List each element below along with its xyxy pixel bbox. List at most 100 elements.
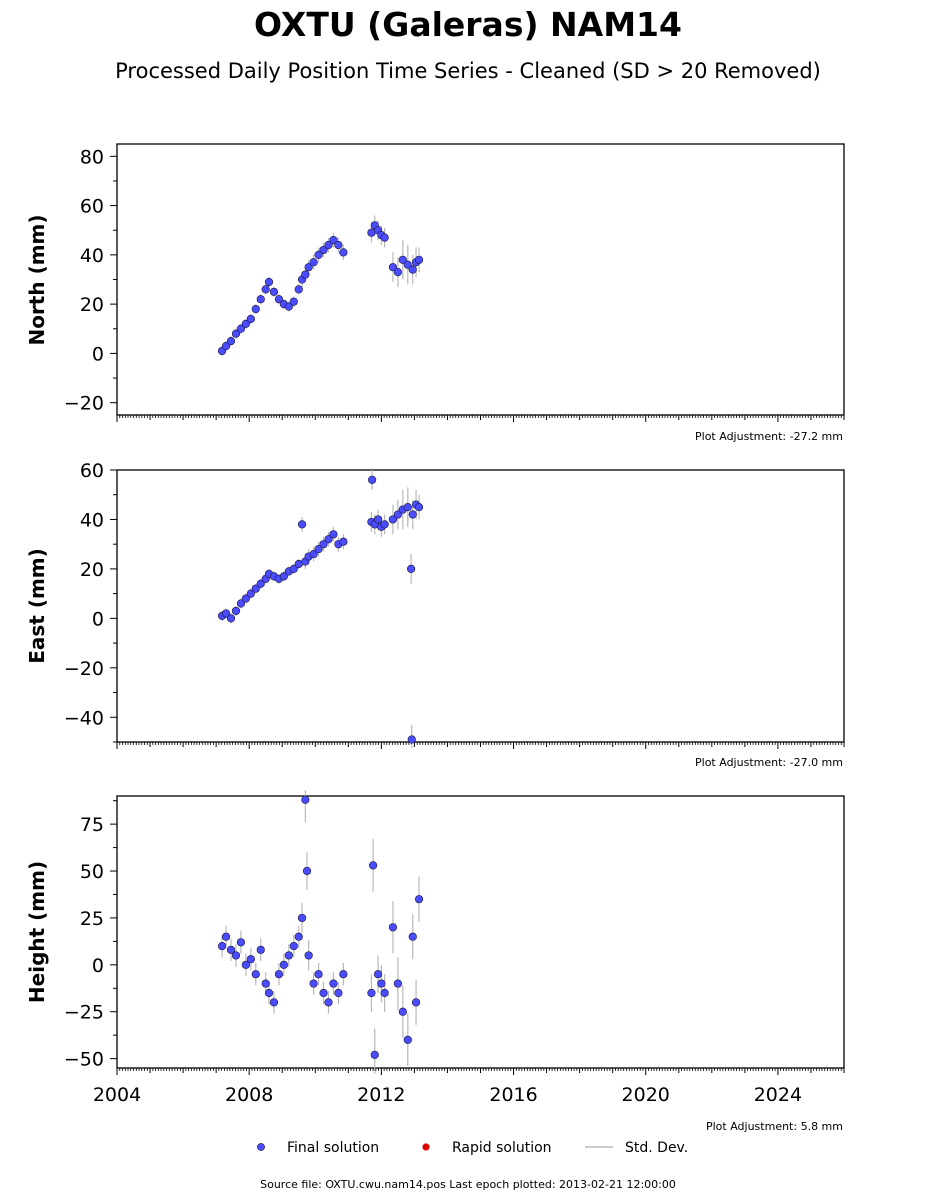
- north-data-point: [319, 245, 328, 255]
- height-data-point: [314, 970, 323, 979]
- height-data-point: [261, 979, 270, 988]
- height-data-point: [294, 932, 303, 941]
- height-data-point: [236, 938, 246, 947]
- height-data-point: [367, 988, 376, 998]
- north-data-point: [294, 285, 303, 294]
- east-ytick-label: −40: [64, 707, 104, 729]
- north-data-point: [221, 341, 231, 351]
- north-data-point: [289, 297, 298, 306]
- north-data-point: [339, 248, 348, 257]
- east-ylabel: East (mm): [25, 548, 49, 664]
- east-data-point: [329, 530, 338, 539]
- height-data-point: [289, 941, 298, 951]
- legend-final-label: Final solution: [287, 1140, 379, 1156]
- east-data-layer: [217, 470, 424, 748]
- east-data-point: [256, 579, 265, 588]
- north-data-point: [264, 277, 274, 287]
- north-ytick-label: 40: [80, 245, 104, 267]
- height-data-point: [393, 979, 402, 988]
- north-data-point: [269, 287, 279, 296]
- north-data-point: [393, 268, 402, 277]
- height-data-layer: [217, 790, 424, 1074]
- north-ytick-label: 60: [80, 196, 104, 218]
- east-data-point: [408, 510, 417, 519]
- east-data-point: [241, 594, 250, 603]
- height-ytick-label: −25: [64, 1002, 104, 1024]
- east-data-point: [414, 502, 424, 512]
- north-ytick-label: 20: [80, 294, 104, 316]
- east-data-point: [407, 735, 416, 744]
- east-data-point: [236, 599, 246, 608]
- east-data-point: [373, 515, 383, 524]
- height-data-point: [398, 1007, 407, 1016]
- north-ytick-label: 0: [92, 343, 104, 365]
- height-data-point: [414, 895, 424, 904]
- east-data-point: [297, 520, 307, 529]
- height-data-point: [269, 998, 279, 1007]
- height-data-point: [380, 988, 389, 998]
- height-data-point: [377, 979, 386, 988]
- height-data-point: [329, 979, 338, 988]
- north-data-point: [231, 329, 241, 338]
- east-data-point: [368, 475, 377, 484]
- east-ytick-label: −20: [64, 658, 104, 680]
- height-data-point: [241, 960, 250, 969]
- north-data-point: [304, 263, 313, 272]
- north-data-point: [314, 250, 323, 259]
- height-data-point: [339, 970, 348, 979]
- east-data-point: [231, 606, 241, 616]
- height-ytick-label: 25: [80, 908, 104, 930]
- east-plot-frame: [116, 469, 845, 743]
- height-data-point: [408, 932, 417, 941]
- height-data-point: [246, 955, 255, 964]
- north-plot-adjustment: Plot Adjustment: -27.2 mm: [695, 430, 843, 443]
- east-panel: East (mm) Plot Adjustment: -27.0 mm −40 −…: [25, 460, 845, 769]
- north-data-point: [329, 235, 338, 245]
- height-data-point: [369, 861, 378, 870]
- height-data-point: [221, 932, 231, 941]
- height-panel: Height (mm) Plot Adjustment: 5.8 mm 2004…: [25, 790, 845, 1133]
- figure-title: OXTU (Galeras) NAM14: [254, 5, 682, 44]
- north-data-point: [414, 255, 424, 264]
- height-data-point: [297, 913, 307, 923]
- east-data-point: [314, 545, 323, 554]
- north-data-point: [256, 295, 265, 304]
- height-data-point: [324, 998, 333, 1007]
- north-plot-frame: [116, 143, 845, 416]
- height-data-point: [309, 979, 318, 988]
- height-data-point: [279, 960, 288, 969]
- height-ytick-label: 0: [92, 955, 104, 977]
- north-data-point: [380, 233, 389, 242]
- east-data-point: [279, 572, 288, 581]
- height-data-point: [403, 1035, 412, 1044]
- height-data-point: [251, 970, 260, 979]
- height-xtick-label: 2008: [225, 1084, 273, 1106]
- north-data-point: [301, 270, 310, 279]
- height-ylabel: Height (mm): [25, 861, 49, 1003]
- height-data-point: [264, 988, 274, 998]
- height-data-point: [334, 988, 343, 998]
- legend-rapid-label: Rapid solution: [452, 1140, 552, 1156]
- north-data-point: [274, 295, 284, 304]
- north-data-point: [408, 265, 417, 274]
- east-ytick-label: 0: [92, 608, 104, 630]
- north-data-point: [284, 302, 293, 311]
- height-ytick-label: 50: [80, 861, 104, 883]
- north-data-point: [261, 285, 270, 294]
- height-ytick-label: 75: [80, 814, 104, 836]
- north-data-point: [403, 260, 412, 269]
- east-data-point: [407, 564, 416, 574]
- east-data-point: [251, 584, 260, 593]
- legend-std-label: Std. Dev.: [625, 1140, 688, 1156]
- east-data-point: [221, 609, 231, 618]
- north-data-point: [334, 240, 343, 250]
- east-data-point: [309, 549, 318, 559]
- north-data-point: [246, 314, 255, 324]
- east-data-point: [380, 520, 389, 529]
- north-data-point: [309, 258, 318, 267]
- east-plot-adjustment: Plot Adjustment: -27.0 mm: [695, 756, 843, 769]
- height-xtick-label: 2016: [489, 1084, 537, 1106]
- north-data-point: [251, 304, 260, 314]
- east-data-point: [324, 535, 333, 544]
